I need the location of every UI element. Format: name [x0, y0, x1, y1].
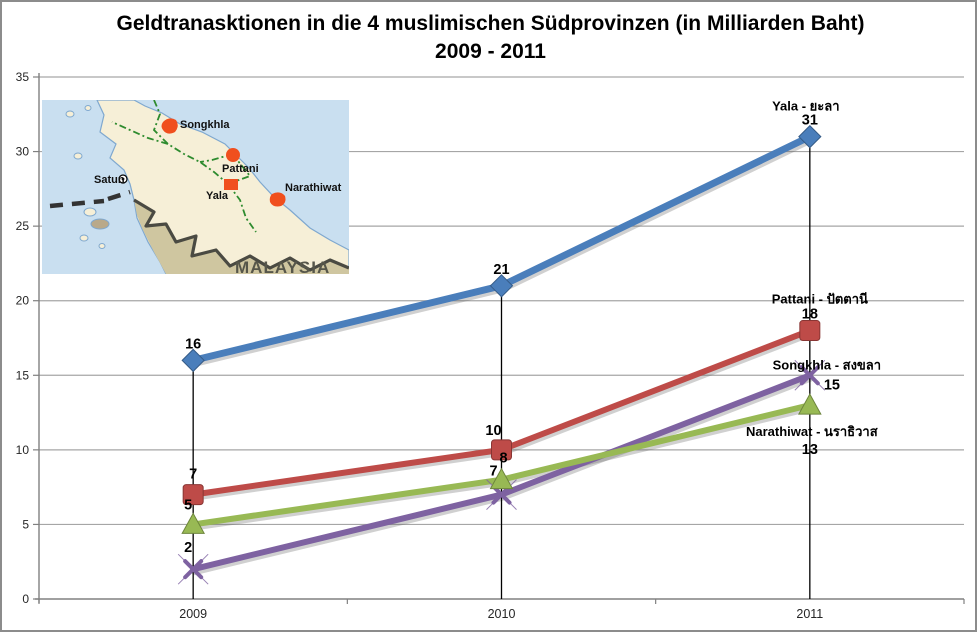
- map-land-malaysia: [134, 200, 349, 274]
- chart-title: Geldtranasktionen in die 4 muslimischen …: [2, 10, 977, 67]
- data-point-label: 31: [802, 113, 818, 129]
- y-tick-label: 15: [16, 368, 30, 382]
- map-marker-pattani: [226, 148, 240, 162]
- data-point-marker-square: [799, 320, 821, 342]
- y-tick-label: 5: [22, 517, 29, 531]
- data-point-marker-triangle: [489, 467, 514, 490]
- y-tick-label: 10: [16, 443, 30, 457]
- map-label-pattani: Pattani: [222, 163, 259, 175]
- data-point-marker-x: [177, 553, 209, 585]
- data-point-label: 8: [499, 451, 507, 467]
- data-point-label: 18: [802, 307, 818, 323]
- y-tick-label: 0: [22, 592, 29, 606]
- data-point-label: 5: [184, 497, 192, 513]
- x-axis-label: 2011: [796, 607, 823, 621]
- data-point-marker-triangle: [797, 393, 822, 415]
- data-point-marker-diamond: [798, 124, 822, 149]
- data-point-label: 7: [489, 464, 497, 480]
- x-axis-label: 2010: [488, 607, 516, 621]
- chart-title-line2: 2009 - 2011: [435, 40, 546, 64]
- data-point-label: 15: [824, 377, 840, 393]
- map-label-satun: Satun: [94, 174, 125, 186]
- map-marker-yala: [224, 179, 238, 190]
- series-name-annotation: Songkhla - สงขลา: [773, 357, 882, 372]
- series-name-annotation: Yala - ยะลา: [772, 99, 839, 114]
- y-tick-label: 20: [16, 294, 30, 308]
- map-roads: [111, 100, 257, 233]
- map-islands: [65, 105, 110, 249]
- data-point-label: 2: [184, 540, 192, 556]
- map-label-yala: Yala: [206, 190, 229, 202]
- map-label-songkhla: Songkhla: [180, 119, 230, 131]
- map-border-line: [133, 198, 349, 272]
- y-tick-label: 35: [16, 70, 30, 84]
- map-label-narathiwat: Narathiwat: [285, 182, 342, 194]
- y-tick-label: 30: [16, 145, 30, 159]
- map-marker-narathiwat: [269, 192, 286, 207]
- series-name-annotation: Pattani - ปัตตานี: [772, 292, 868, 307]
- y-tick-label: 25: [16, 219, 30, 233]
- data-point-label: 10: [485, 423, 501, 439]
- data-point-label: 21: [493, 262, 509, 278]
- data-point-label: 16: [185, 336, 201, 352]
- map-province-markers: [118, 118, 286, 207]
- data-point-marker-x: [794, 359, 826, 391]
- data-point-marker-triangle: [181, 512, 206, 534]
- data-point-marker-square: [491, 439, 512, 461]
- map-marker-satun-dot: [121, 177, 125, 181]
- map-label-malaysia: MALAYSIA: [235, 258, 330, 274]
- map-marker-songkhla: [161, 118, 178, 134]
- data-point-marker-square: [182, 484, 204, 506]
- chart-title-line1: Geldtranasktionen in die 4 muslimischen …: [116, 12, 865, 35]
- x-axis-label: 2009: [179, 607, 207, 621]
- map-inset: Songkhla Pattani Yala Narathiwat Satun M…: [42, 100, 349, 274]
- data-point-label: 7: [189, 467, 197, 483]
- data-point-label: 13: [802, 442, 818, 458]
- data-point-marker-x: [486, 479, 517, 510]
- map-maritime-boundary: [49, 189, 131, 209]
- data-point-marker-diamond: [489, 274, 514, 298]
- data-point-marker-diamond: [181, 348, 205, 373]
- series-name-annotation: Narathiwat - นราธิวาส: [746, 424, 878, 439]
